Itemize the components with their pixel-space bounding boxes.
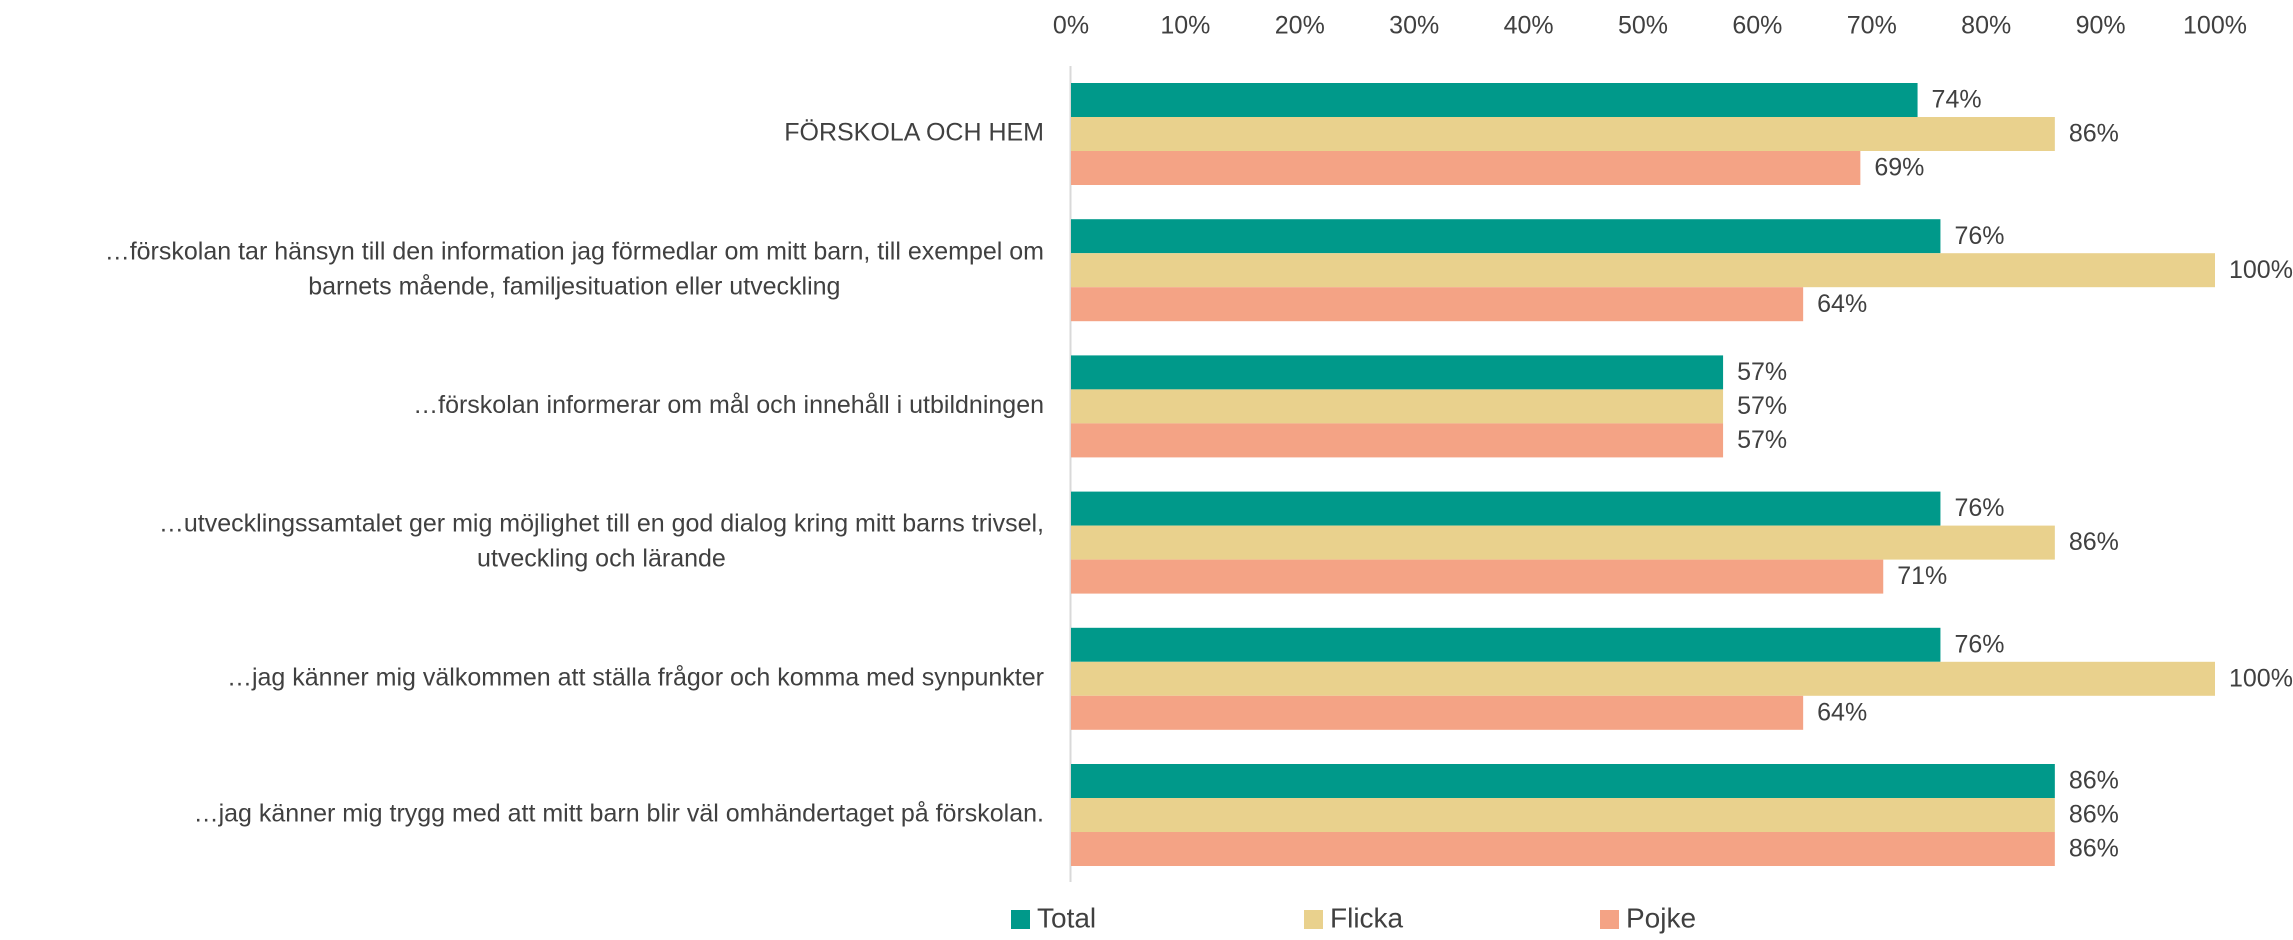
data-label: 76% [1954,222,2004,250]
bar-total [1071,219,1941,254]
legend-label: Total [1037,902,1096,933]
bar-pojke [1071,695,1804,730]
data-label: 86% [2069,767,2119,795]
data-label: 71% [1897,562,1947,590]
bar-total [1071,83,1918,117]
legend-label: Flicka [1330,902,1404,933]
data-label: 69% [1874,154,1924,182]
bar-flicka [1071,661,2215,696]
bar-pojke [1071,423,1724,458]
bar-flicka [1071,389,1724,424]
category-label: barnets mående, familjesituation eller u… [308,272,840,300]
x-tick-label: 80% [1961,12,2011,40]
data-label: 74% [1932,86,1982,114]
bar-pojke [1071,832,2055,866]
bar-total [1071,627,1941,662]
bar-flicka [1071,117,2055,151]
bar-flicka [1071,798,2055,832]
x-tick-label: 70% [1847,12,1897,40]
data-label: 86% [2069,801,2119,829]
data-label: 57% [1737,426,1787,454]
x-tick-label: 60% [1732,12,1782,40]
bar-total [1071,491,1941,526]
bar-flicka [1071,253,2215,288]
data-label: 76% [1954,630,2004,658]
data-label: 76% [1954,494,2004,522]
x-tick-label: 0% [1053,12,1089,40]
x-tick-label: 100% [2183,12,2247,40]
category-label: utveckling och lärande [477,545,726,573]
legend-label: Pojke [1626,902,1696,933]
data-label: 100% [2229,664,2293,692]
data-label: 57% [1737,392,1787,420]
category-label: FÖRSKOLA OCH HEM [784,119,1044,147]
data-label: 86% [2069,835,2119,863]
x-tick-label: 30% [1389,12,1439,40]
category-label: …förskolan informerar om mål och innehål… [413,391,1044,419]
data-label: 57% [1737,358,1787,386]
x-tick-label: 10% [1160,12,1210,40]
bar-pojke [1071,151,1861,185]
category-label: …jag känner mig trygg med att mitt barn … [194,800,1044,828]
data-label: 64% [1817,698,1867,726]
data-label: 100% [2229,256,2293,284]
category-label: …jag känner mig välkommen att ställa frå… [227,663,1044,691]
x-tick-label: 20% [1275,12,1325,40]
legend-swatch-total [1011,910,1030,929]
category-label: …utvecklingssamtalet ger mig möjlighet t… [159,510,1044,538]
bar-pojke [1071,287,1804,322]
data-label: 86% [2069,528,2119,556]
x-tick-label: 40% [1504,12,1554,40]
category-label: …förskolan tar hänsyn till den informati… [105,237,1044,265]
x-tick-label: 90% [2076,12,2126,40]
legend-swatch-flicka [1304,910,1323,929]
bar-pojke [1071,559,1884,594]
bar-flicka [1071,525,2055,560]
legend-swatch-pojke [1600,910,1619,929]
bar-total [1071,764,2055,798]
data-label: 64% [1817,290,1867,318]
x-tick-label: 50% [1618,12,1668,40]
bar-total [1071,355,1724,390]
data-label: 86% [2069,120,2119,148]
